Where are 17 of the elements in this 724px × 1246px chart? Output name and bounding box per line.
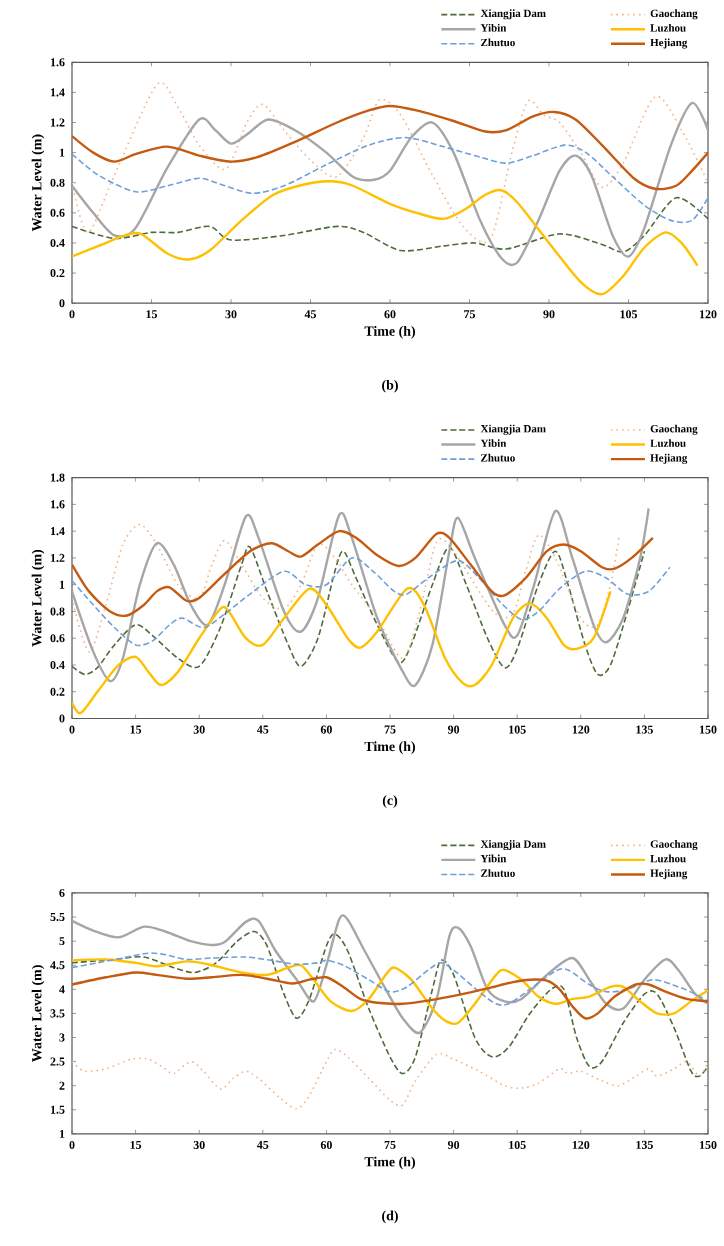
line-series	[72, 529, 655, 617]
line-series	[72, 557, 671, 647]
line-series	[72, 952, 709, 1006]
line-series	[72, 971, 709, 1020]
line-series	[72, 523, 620, 660]
line-series	[72, 507, 650, 687]
line-series	[72, 958, 709, 1025]
line-series	[72, 546, 646, 676]
line-series	[72, 196, 709, 253]
line-series	[72, 916, 709, 1034]
line-series	[72, 1048, 709, 1110]
line-series	[72, 930, 709, 1077]
line-series	[72, 180, 699, 296]
line-series	[72, 104, 709, 191]
line-series	[72, 101, 709, 266]
line-series	[72, 586, 612, 715]
line-series	[72, 136, 709, 224]
